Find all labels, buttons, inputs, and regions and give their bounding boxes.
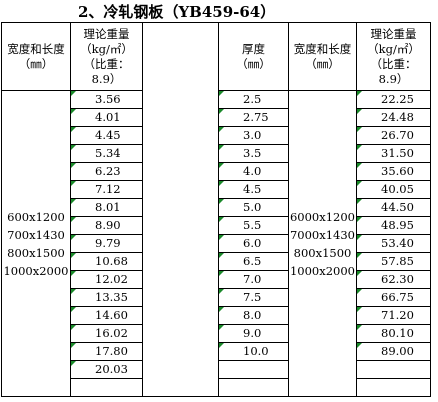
header-line: （比重：: [83, 56, 130, 71]
data-row: 8.01 5.0 44.50: [2, 198, 431, 217]
value-cell: 8.0: [218, 306, 289, 325]
value-cell: 5.5: [218, 216, 289, 235]
value-cell: 35.60: [356, 162, 431, 181]
size-line: 700x1430: [7, 227, 65, 242]
value-cell: 10.0: [218, 342, 289, 361]
value-cell: 5.34: [70, 144, 143, 163]
value-cell: 12.02: [70, 270, 143, 289]
value-cell: 5.0: [218, 198, 289, 217]
empty-cell: [218, 360, 289, 379]
value-cell: 7.12: [70, 180, 143, 199]
gap-cell: [142, 22, 219, 397]
data-row: 10.68 6.5 57.85: [2, 252, 431, 271]
header-cell: 宽度和长度 （㎜）: [1, 22, 71, 91]
empty-cell: [356, 378, 431, 397]
value-cell: 40.05: [356, 180, 431, 199]
value-cell: 53.40: [356, 234, 431, 253]
value-cell: 4.01: [70, 108, 143, 127]
size-cell: 6000x1200 7000x1430 800x1500 1000x2000: [288, 90, 357, 397]
value-cell: 8.01: [70, 198, 143, 217]
header-line: （㎜）: [305, 56, 340, 71]
size-line: 1000x2000: [289, 263, 356, 278]
empty-cell: [356, 360, 431, 379]
value-cell: 14.60: [70, 306, 143, 325]
size-line: 7000x1430: [289, 227, 356, 242]
value-cell: 6.5: [218, 252, 289, 271]
value-cell: 2.5: [218, 90, 289, 109]
data-row: 600x1200 700x1430 800x1500 1000x2000 3.56 2.5…: [1, 90, 431, 397]
value-cell: 44.50: [356, 198, 431, 217]
data-row: [2, 378, 431, 397]
value-cell: 8.90: [70, 216, 143, 235]
value-cell: 80.10: [356, 324, 431, 343]
value-cell: 9.0: [218, 324, 289, 343]
data-row: 16.02 9.0 80.10: [2, 324, 431, 343]
size-cell: 600x1200 700x1430 800x1500 1000x2000: [1, 90, 71, 397]
value-cell: 62.30: [356, 270, 431, 289]
header-line: （kg/㎡）: [367, 41, 420, 56]
value-cell: 7.0: [218, 270, 289, 289]
value-cell: 89.00: [356, 342, 431, 361]
value-cell: 57.85: [356, 252, 431, 271]
header-line: 厚度: [242, 41, 265, 56]
size-line: 1000x2000: [3, 263, 69, 278]
data-row: 7.12 4.5 40.05: [2, 180, 431, 199]
value-cell: 20.03: [70, 360, 143, 379]
header-line: 理论重量: [370, 26, 417, 41]
size-line: 800x1500: [293, 245, 352, 260]
header-line: 宽度和长度: [7, 41, 65, 56]
value-cell: 3.0: [218, 126, 289, 145]
data-row: 13.35 7.5 66.75: [2, 288, 431, 307]
value-cell: 26.70: [356, 126, 431, 145]
value-cell: 71.20: [356, 306, 431, 325]
value-cell: 31.50: [356, 144, 431, 163]
header-cell: 宽度和长度 （㎜）: [288, 22, 357, 91]
value-cell: 24.48: [356, 108, 431, 127]
page-title: 2、冷轧钢板（YB459-64）: [78, 3, 276, 21]
value-cell: 4.0: [218, 162, 289, 181]
data-row: 17.80 10.0 89.00: [2, 342, 431, 361]
value-cell: 3.56: [70, 90, 143, 109]
header-line: 理论重量: [83, 26, 130, 41]
value-cell: 6.23: [70, 162, 143, 181]
header-cell: 理论重量 （kg/㎡） （比重： 8.9）: [356, 22, 431, 91]
empty-cell: [218, 378, 289, 397]
value-cell: 3.5: [218, 144, 289, 163]
value-cell: 4.5: [218, 180, 289, 199]
value-cell: 6.0: [218, 234, 289, 253]
header-line: （kg/㎡）: [80, 41, 133, 56]
data-row: 4.45 3.0 26.70: [2, 126, 431, 145]
value-cell: 13.35: [70, 288, 143, 307]
data-row: 5.34 3.5 31.50: [2, 144, 431, 163]
header-line: （㎜）: [18, 56, 54, 71]
value-cell: 9.79: [70, 234, 143, 253]
header-line: 宽度和长度: [293, 41, 352, 56]
value-cell: 22.25: [356, 90, 431, 109]
size-line: 600x1200: [7, 209, 65, 224]
size-line: 800x1500: [7, 245, 65, 260]
header-line: （比重：: [370, 56, 417, 71]
value-cell: 66.75: [356, 288, 431, 307]
data-row: 14.60 8.0 71.20: [2, 306, 431, 325]
data-row: 6.23 4.0 35.60: [2, 162, 431, 181]
header-line: 8.9）: [378, 71, 409, 86]
size-line: 6000x1200: [289, 209, 356, 224]
header-row: 宽度和长度 （㎜） 理论重量 （kg/㎡） （比重： 8.9） 厚度 （㎜） 宽度和长度 （㎜）理…: [1, 22, 431, 397]
header-line: （㎜）: [236, 56, 271, 71]
header-cell: 理论重量 （kg/㎡） （比重： 8.9）: [70, 22, 143, 91]
header-line: 8.9）: [91, 71, 122, 86]
empty-cell: [70, 378, 143, 397]
value-cell: 4.45: [70, 126, 143, 145]
value-cell: 2.75: [218, 108, 289, 127]
header-cell: 厚度 （㎜）: [218, 22, 289, 91]
steel-table: 宽度和长度 （㎜） 理论重量 （kg/㎡） （比重： 8.9） 厚度 （㎜） 宽度和长度 （㎜）理…: [1, 22, 431, 397]
value-cell: 10.68: [70, 252, 143, 271]
value-cell: 16.02: [70, 324, 143, 343]
value-cell: 7.5: [218, 288, 289, 307]
value-cell: 17.80: [70, 342, 143, 361]
value-cell: 48.95: [356, 216, 431, 235]
